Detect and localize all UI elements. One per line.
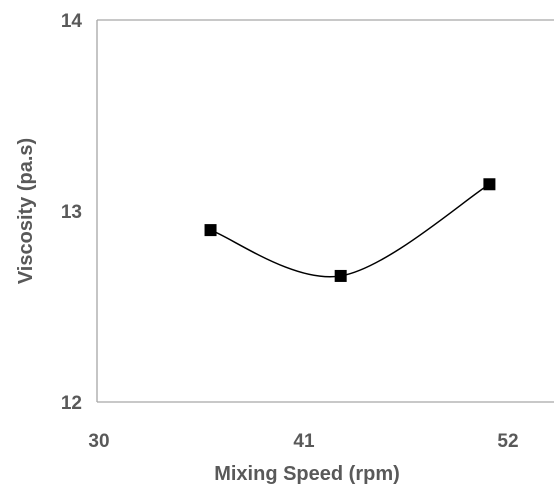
- y-tick-label: 12: [61, 393, 82, 414]
- x-tick-labels: 30 41 52: [88, 431, 518, 452]
- data-point-marker: [483, 178, 496, 191]
- y-tick-label: 14: [61, 11, 83, 32]
- x-tick-label: 41: [293, 431, 315, 452]
- x-axis-title: Mixing Speed (rpm): [214, 463, 400, 485]
- y-axis-title: Viscosity (pa.s): [15, 138, 37, 284]
- data-point-marker: [334, 269, 347, 282]
- series-layer: [204, 178, 496, 282]
- x-tick-label: 30: [88, 431, 109, 452]
- plot-frame: [96, 19, 554, 403]
- data-point-marker: [204, 224, 217, 237]
- series-line: [210, 183, 490, 278]
- x-tick-label: 52: [497, 431, 518, 452]
- y-tick-label: 13: [61, 202, 82, 223]
- y-tick-labels: 14 13 12: [61, 11, 83, 414]
